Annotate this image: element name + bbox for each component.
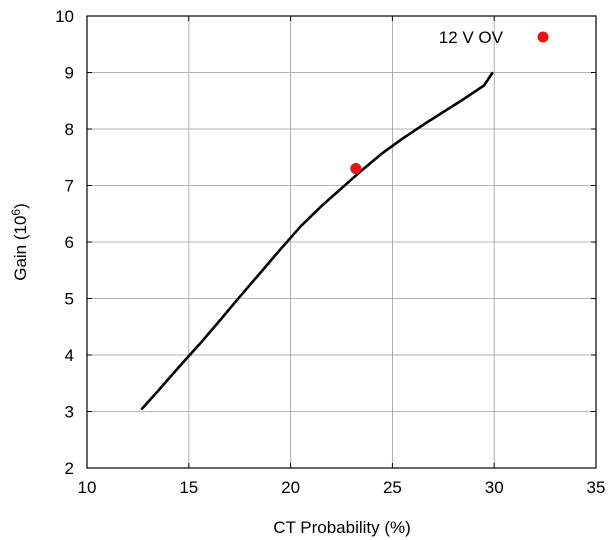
y-tick-label: 5 [65,290,74,309]
y-tick-label: 3 [65,403,74,422]
y-tick-label: 7 [65,177,74,196]
y-tick-label: 2 [65,459,74,478]
legend-label: 12 V OV [439,28,504,47]
series-layer [140,71,494,411]
x-tick-label: 35 [587,478,606,497]
grid [87,16,596,468]
data-point [350,163,362,175]
axis-ticks: 10 15 20 25 30 35 2 3 4 5 6 7 8 9 10 [55,7,605,497]
curve-line [140,71,494,411]
x-tick-label: 25 [383,478,402,497]
y-tick-label: 9 [65,64,74,83]
y-axis-title: Gain (106) [9,203,30,281]
x-axis-title: CT Probability (%) [273,518,411,537]
y-tick-label: 4 [65,346,74,365]
x-tick-label: 20 [281,478,300,497]
x-tick-label: 15 [179,478,198,497]
y-tick-label: 8 [65,120,74,139]
x-tick-label: 30 [485,478,504,497]
y-tick-label: 6 [65,233,74,252]
y-tick-label: 10 [55,7,74,26]
x-tick-label: 10 [78,478,97,497]
legend: 12 V OV [439,28,549,47]
legend-marker [537,31,549,43]
